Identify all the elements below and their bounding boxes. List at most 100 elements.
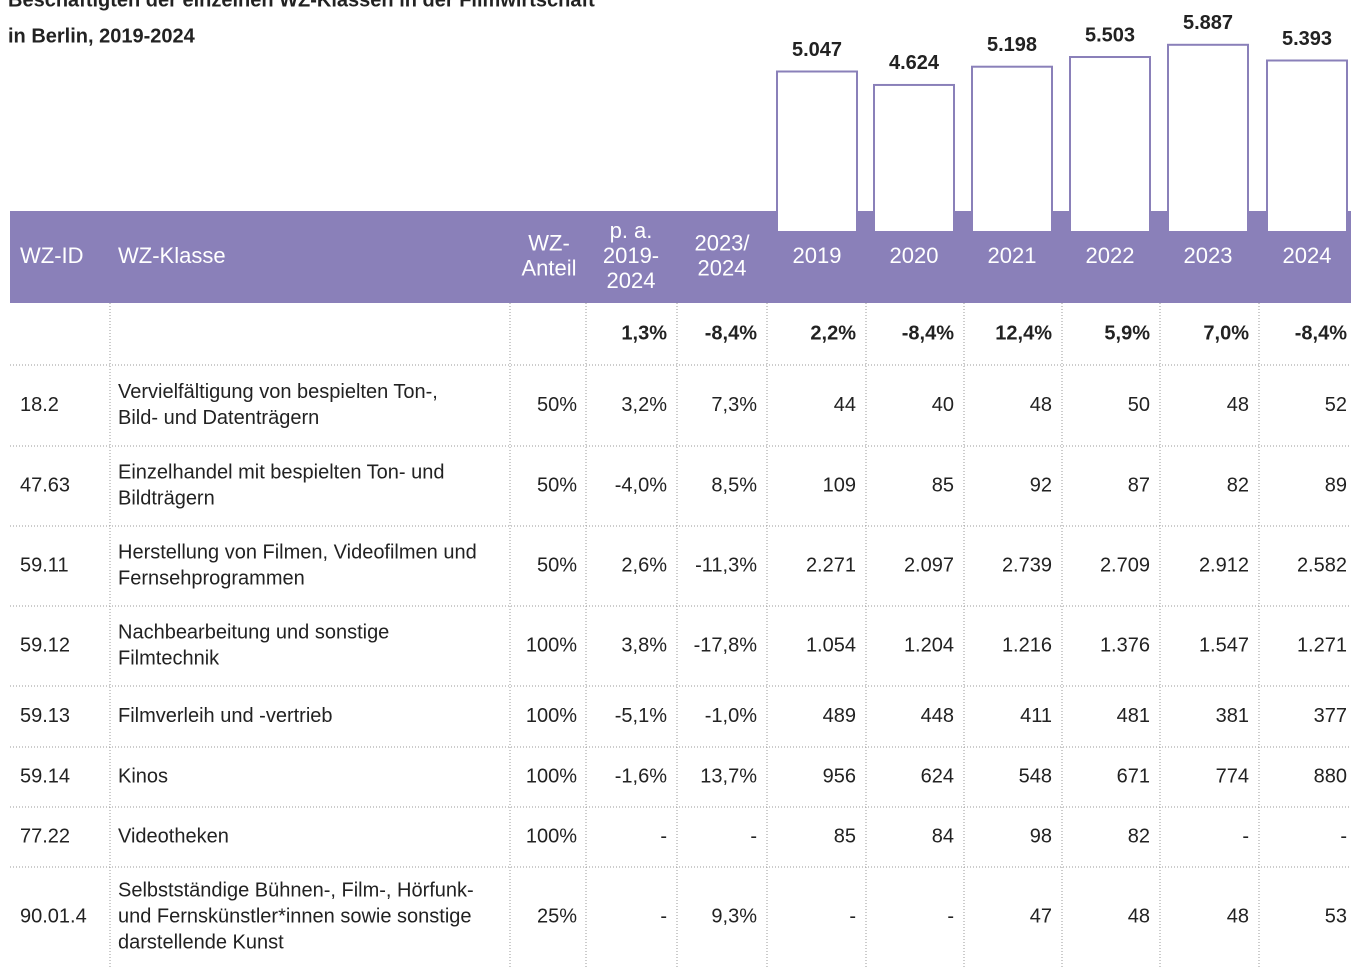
cell-text: - [947,905,954,927]
cell-text: -11,3% [695,554,757,576]
cell-text: Bildträgern [118,487,215,509]
header-text: p. a. [610,218,653,243]
header-text: 2024 [607,268,656,293]
cell-text: 50% [537,554,577,576]
cell-text: 85 [932,474,954,496]
cell-text: 25% [537,905,577,927]
cell-text: 50% [537,394,577,416]
header-text: 2024 [1283,243,1332,268]
cell-text: Vervielfältigung von bespielten Ton-, [118,381,438,403]
cell-text: Bild- und Datenträgern [118,407,319,429]
cell-text: 2,2% [810,322,856,344]
cell-text: 2.912 [1199,554,1249,576]
cell-text: 7,0% [1203,322,1249,344]
cell-text: 1.216 [1002,634,1052,656]
cell-text: 90.01.4 [20,905,87,927]
header-text: 2023/ [694,230,750,255]
cell-text: 44 [834,394,856,416]
cell-text: 2.709 [1100,554,1150,576]
cell-text: 59.12 [20,634,70,656]
cell-text: -1,6% [615,765,667,787]
cell-text: 77.22 [20,825,70,847]
cell-text: 82 [1128,825,1150,847]
cell-text: 1,3% [621,322,667,344]
cell-text: 47.63 [20,474,70,496]
cell-text: 100% [526,705,577,727]
cell-text: 100% [526,765,577,787]
cell-text: - [1242,825,1249,847]
cell-text: Kinos [118,765,168,787]
cell-text: 481 [1117,705,1150,727]
title: Beschäftigten der einzelnen WZ-Klassen i… [8,0,595,11]
cell-text: 98 [1030,825,1052,847]
cell-text: 1.054 [806,634,856,656]
cell-text: 50% [537,474,577,496]
cell-text: 59.11 [20,554,69,576]
cell-text: -8,4% [902,322,954,344]
header-text: 2019- [603,243,659,268]
cell-text: - [660,905,667,927]
total-label: 5.887 [1183,12,1233,34]
cell-text: 100% [526,634,577,656]
header-text: 2022 [1086,243,1135,268]
cell-text: 100% [526,825,577,847]
cell-text: -17,8% [694,634,758,656]
cell-text: 82 [1227,474,1249,496]
cell-text: 5,9% [1104,322,1150,344]
cell-text: Videotheken [118,825,229,847]
cell-text: 40 [932,394,954,416]
header-text: WZ-Klasse [118,243,226,268]
cell-text: Filmtechnik [118,647,220,669]
cell-text: 9,3% [711,905,757,927]
cell-text: 7,3% [711,394,757,416]
title: in Berlin, 2019-2024 [8,25,196,47]
header-text: 2024 [698,255,747,280]
cell-text: 2.582 [1297,554,1347,576]
cell-text: 48 [1128,905,1150,927]
header-text: WZ-ID [20,243,84,268]
header-text: WZ- [528,230,570,255]
cell-text: -8,4% [1295,322,1347,344]
total-bar [1167,43,1249,234]
header-text: 2023 [1184,243,1233,268]
cell-text: 880 [1314,765,1347,787]
cell-text: 774 [1216,765,1249,787]
cell-text: Filmverleih und -vertrieb [118,705,333,727]
cell-text: 3,8% [621,634,667,656]
total-bar [776,70,858,233]
cell-text: und Fernskünstler*innen sowie sonstige [118,905,472,927]
cell-text: Fernsehprogrammen [118,567,305,589]
total-bar [1069,56,1151,234]
cell-text: -1,0% [705,705,757,727]
cell-text: 48 [1227,905,1249,927]
cell-text: - [849,905,856,927]
cell-text: Selbstständige Bühnen-, Film-, Hörfunk- [118,879,474,901]
cell-text: 411 [1020,705,1052,727]
cell-text: 48 [1227,394,1249,416]
cell-text: 13,7% [700,765,757,787]
cell-text: 52 [1325,394,1347,416]
cell-text: - [750,825,757,847]
cell-text: 2.271 [806,554,856,576]
cell-text: 47 [1030,905,1052,927]
cell-text: - [1340,825,1347,847]
cell-text: 12,4% [995,322,1052,344]
total-label: 5.393 [1282,28,1332,50]
cell-text: 92 [1030,474,1052,496]
cell-text: Einzelhandel mit bespielten Ton- und [118,461,445,483]
total-label: 5.503 [1085,24,1135,46]
cell-text: 85 [834,825,856,847]
total-bar [873,83,955,233]
cell-text: 671 [1117,765,1150,787]
cell-text: 2.097 [904,554,954,576]
cell-text: 8,5% [711,474,757,496]
cell-text: Nachbearbeitung und sonstige [118,621,389,643]
cell-text: -4,0% [615,474,667,496]
cell-text: 1.204 [904,634,954,656]
cell-text: 624 [921,765,954,787]
total-bar [971,65,1053,233]
header-text: 2020 [890,243,939,268]
cell-text: 18.2 [20,394,59,416]
cell-text: 59.13 [20,705,70,727]
